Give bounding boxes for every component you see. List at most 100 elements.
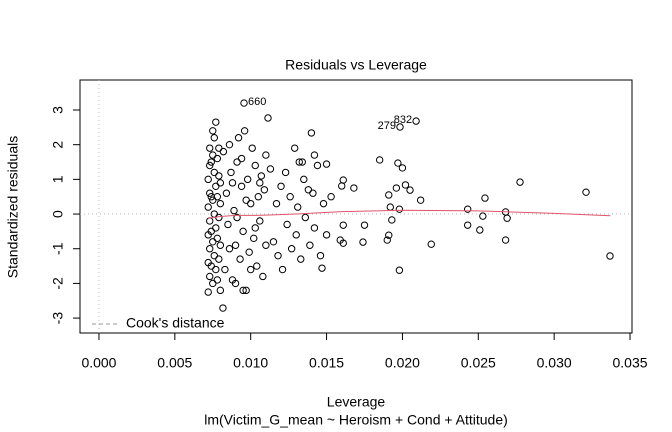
point <box>463 221 472 229</box>
point <box>307 129 316 137</box>
point <box>250 234 258 243</box>
point <box>212 224 220 232</box>
point <box>212 182 220 190</box>
point <box>266 165 275 173</box>
point <box>204 203 212 211</box>
point <box>209 196 217 204</box>
x-tick-label: 0.020 <box>385 355 420 371</box>
x-tick-label: 0.010 <box>233 355 268 371</box>
point <box>313 161 322 170</box>
point <box>386 203 394 211</box>
point <box>224 220 232 229</box>
point <box>248 144 256 152</box>
point <box>210 168 218 177</box>
point <box>221 265 229 274</box>
point <box>215 172 223 180</box>
x-tick-label: 0.015 <box>309 355 344 371</box>
point <box>257 172 266 180</box>
y-tick-label: 1 <box>50 175 66 183</box>
point <box>286 193 294 201</box>
point <box>251 224 259 232</box>
point <box>230 206 238 215</box>
point <box>233 158 241 166</box>
point <box>394 159 402 167</box>
point <box>292 231 300 239</box>
point <box>297 255 305 263</box>
point <box>318 264 326 272</box>
point <box>298 158 306 166</box>
point <box>237 154 246 163</box>
point <box>388 216 396 224</box>
point <box>262 151 270 159</box>
point-label: 660 <box>248 96 266 108</box>
plot-frame <box>79 79 633 334</box>
point <box>272 199 281 208</box>
x-tick-label: 0.030 <box>537 355 572 371</box>
point <box>206 245 214 253</box>
point <box>319 199 328 208</box>
point <box>283 220 291 229</box>
point <box>395 266 404 274</box>
point <box>215 144 223 152</box>
point <box>206 144 214 152</box>
y-tick-label: -3 <box>50 312 66 325</box>
point <box>301 213 310 222</box>
point <box>243 175 252 184</box>
point <box>228 179 237 187</box>
point <box>281 168 290 177</box>
point <box>359 238 367 246</box>
point <box>234 134 243 142</box>
point <box>427 240 435 248</box>
point <box>231 241 240 249</box>
point <box>209 151 217 159</box>
x-tick-label: 0.035 <box>613 355 648 371</box>
x-tick-label: 0.000 <box>81 355 116 371</box>
point <box>398 164 407 172</box>
y-tick-label: -2 <box>50 277 66 290</box>
point <box>396 123 404 131</box>
point-label: 279 <box>378 120 396 132</box>
y-axis-label: Standardized residuals <box>5 136 21 278</box>
point <box>225 140 234 149</box>
point <box>206 161 214 170</box>
point <box>216 199 225 208</box>
y-tick-label: 2 <box>50 141 66 149</box>
point <box>582 188 590 196</box>
point <box>503 214 511 222</box>
point-label: 832 <box>394 114 412 126</box>
point <box>207 158 215 166</box>
point <box>278 265 287 274</box>
point <box>216 241 225 249</box>
point <box>310 151 319 159</box>
point <box>385 231 393 239</box>
point <box>242 196 250 204</box>
point <box>239 286 247 295</box>
point <box>204 175 212 184</box>
point <box>207 227 215 236</box>
point <box>406 186 414 194</box>
legend-label: Cook's distance <box>126 315 225 331</box>
point <box>215 255 223 263</box>
point <box>327 193 335 201</box>
point <box>350 184 358 192</box>
point <box>213 234 222 243</box>
point <box>479 212 487 220</box>
point <box>245 248 253 256</box>
point <box>204 288 212 296</box>
point <box>300 175 308 184</box>
point <box>237 182 246 190</box>
point <box>242 286 250 295</box>
point <box>606 252 614 260</box>
point <box>360 221 369 229</box>
point <box>212 118 220 126</box>
point <box>310 224 319 232</box>
point <box>219 147 228 156</box>
point <box>294 203 302 211</box>
point <box>210 134 218 142</box>
y-tick-label: 3 <box>50 106 66 114</box>
point <box>304 186 313 194</box>
point <box>206 189 214 197</box>
point <box>254 193 262 201</box>
point <box>209 127 217 135</box>
point <box>256 179 264 187</box>
